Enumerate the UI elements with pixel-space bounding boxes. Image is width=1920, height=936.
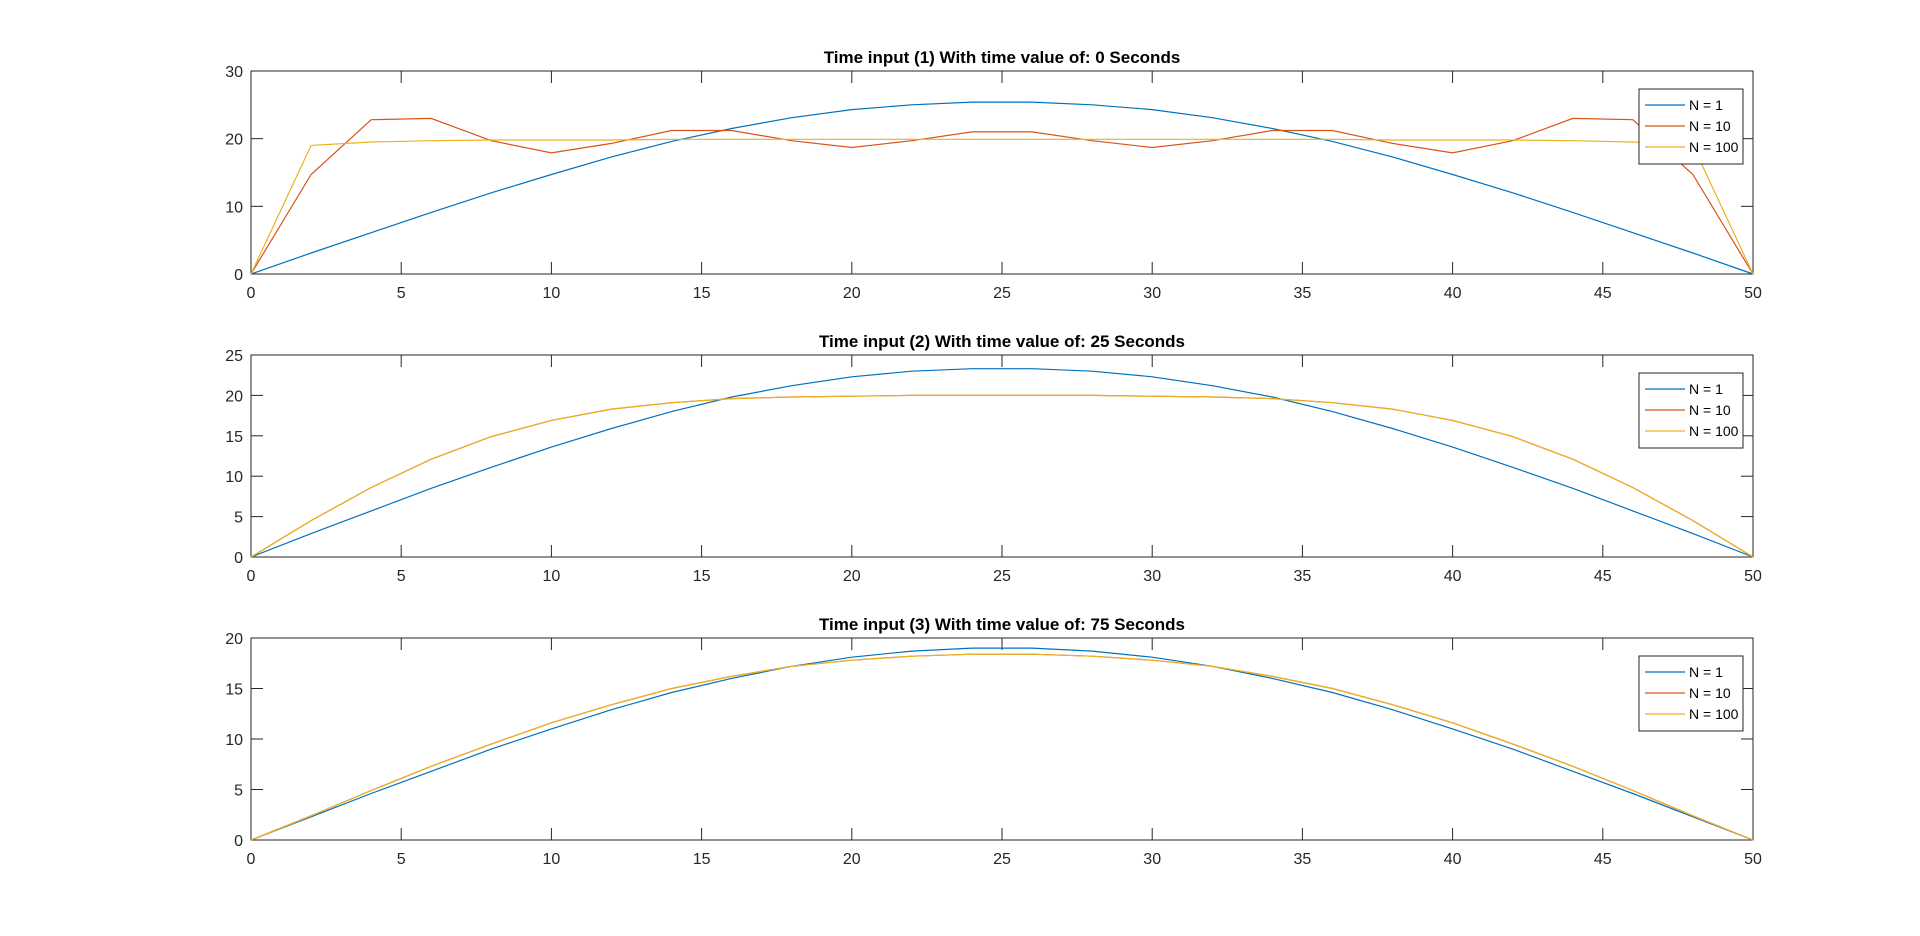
subplot-1: 0 5 10 15 20 25 30 35 40 45 50 0 10 20 30 Time input (1…	[225, 48, 1762, 302]
x-tick-label: 20	[843, 568, 861, 585]
subplot-3: 0 5 10 15 20 25 30 35 40 45 50 0 5 10 15 20 Time input (…	[225, 615, 1762, 868]
x-tick-label: 0	[247, 285, 256, 302]
plot-title: Time input (2) With time value of: 25 Se…	[819, 332, 1185, 351]
x-tick-label: 30	[1143, 851, 1161, 868]
x-tick-label: 40	[1444, 851, 1462, 868]
x-tick-label: 15	[693, 568, 711, 585]
y-tick-label: 20	[225, 132, 243, 149]
x-tick-label: 0	[247, 851, 256, 868]
series-line-1	[250, 368, 1754, 558]
y-tick-label: 0	[234, 267, 243, 284]
y-tick-label: 5	[234, 783, 243, 800]
x-tick-label: 35	[1294, 285, 1312, 302]
x-tick-label: 30	[1143, 285, 1161, 302]
y-tick-label: 20	[225, 631, 243, 648]
legend: N = 1 N = 10 N = 100	[1638, 88, 1744, 165]
series-line-1	[250, 101, 1754, 275]
x-tick-label: 30	[1143, 568, 1161, 585]
x-tick-label: 15	[693, 851, 711, 868]
y-tick-label: 5	[234, 510, 243, 527]
y-tick-label: 15	[225, 429, 243, 446]
x-tick-label: 45	[1594, 851, 1612, 868]
x-tick-label: 25	[993, 285, 1011, 302]
x-tick-label: 10	[543, 568, 561, 585]
y-tick-label: 0	[234, 550, 243, 567]
y-tick-label: 10	[225, 199, 243, 216]
series-line-3	[250, 138, 1754, 275]
legend-entry: N = 100	[1689, 423, 1739, 439]
x-tick-label: 20	[843, 285, 861, 302]
y-tick-label: 25	[225, 348, 243, 365]
legend-entry: N = 1	[1689, 381, 1723, 397]
series-line-3	[250, 394, 1754, 558]
x-tick-label: 0	[247, 568, 256, 585]
x-tick-label: 50	[1744, 851, 1762, 868]
y-tick-label: 10	[225, 732, 243, 749]
legend: N = 1 N = 10 N = 100	[1638, 655, 1744, 732]
series-line-2	[250, 117, 1754, 275]
series-line-3	[250, 653, 1754, 841]
legend: N = 1 N = 10 N = 100	[1638, 372, 1744, 449]
legend-entry: N = 1	[1689, 664, 1723, 680]
x-tick-label: 35	[1294, 568, 1312, 585]
x-tick-label: 45	[1594, 568, 1612, 585]
y-tick-label: 15	[225, 682, 243, 699]
x-tick-label: 35	[1294, 851, 1312, 868]
series-line-1	[250, 647, 1754, 841]
x-tick-label: 40	[1444, 568, 1462, 585]
x-tick-label: 50	[1744, 568, 1762, 585]
y-tick-label: 10	[225, 469, 243, 486]
x-tick-label: 50	[1744, 285, 1762, 302]
x-tick-label: 10	[543, 285, 561, 302]
y-tick-label: 20	[225, 388, 243, 405]
legend-entry: N = 10	[1689, 118, 1731, 134]
x-tick-label: 5	[397, 851, 406, 868]
axes-box	[250, 354, 1754, 558]
x-tick-label: 5	[397, 285, 406, 302]
legend-entry: N = 1	[1689, 97, 1723, 113]
legend-entry: N = 10	[1689, 685, 1731, 701]
x-tick-label: 20	[843, 851, 861, 868]
x-tick-label: 25	[993, 851, 1011, 868]
y-tick-label: 0	[234, 833, 243, 850]
x-tick-label: 45	[1594, 285, 1612, 302]
x-tick-label: 25	[993, 568, 1011, 585]
axes-box	[250, 637, 1754, 841]
legend-entry: N = 100	[1689, 139, 1739, 155]
plot-title: Time input (3) With time value of: 75 Se…	[819, 615, 1185, 634]
legend-entry: N = 10	[1689, 402, 1731, 418]
axes-box	[250, 70, 1754, 275]
x-tick-label: 40	[1444, 285, 1462, 302]
subplot-2: 0 5 10 15 20 25 30 35 40 45 50 0 5 10 15 20 25 Time input…	[225, 332, 1762, 585]
plot-title: Time input (1) With time value of: 0 Sec…	[824, 48, 1181, 67]
y-tick-label: 30	[225, 64, 243, 81]
x-tick-label: 15	[693, 285, 711, 302]
legend-entry: N = 100	[1689, 706, 1739, 722]
x-tick-label: 5	[397, 568, 406, 585]
x-tick-label: 10	[543, 851, 561, 868]
